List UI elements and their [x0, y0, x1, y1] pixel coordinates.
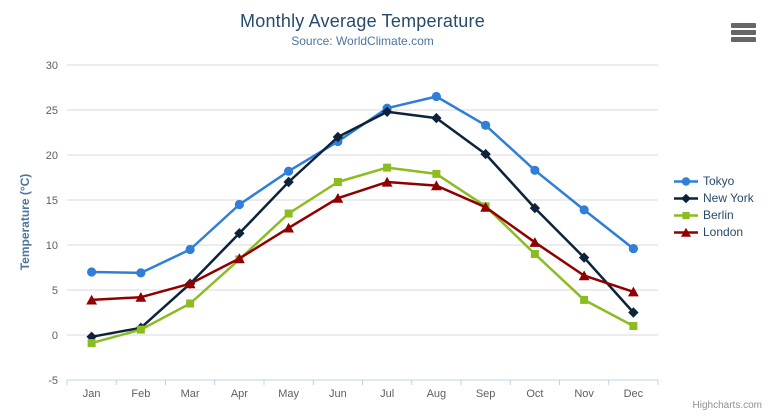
- series-london[interactable]: [86, 176, 639, 305]
- series-new-york[interactable]: [86, 106, 639, 342]
- svg-text:Sep: Sep: [476, 388, 496, 400]
- svg-text:15: 15: [46, 195, 58, 207]
- svg-text:Jun: Jun: [329, 388, 347, 400]
- legend: Tokyo New York Berlin London: [674, 174, 754, 239]
- svg-text:Oct: Oct: [526, 388, 543, 400]
- svg-text:Jan: Jan: [83, 388, 101, 400]
- legend-marker-square-icon: [674, 211, 698, 219]
- svg-text:Nov: Nov: [574, 388, 594, 400]
- svg-text:-5: -5: [48, 375, 58, 387]
- legend-item-berlin[interactable]: Berlin: [674, 208, 754, 222]
- svg-text:Aug: Aug: [427, 388, 447, 400]
- chart-title: Monthly Average Temperature: [240, 11, 485, 31]
- legend-label: Berlin: [703, 208, 734, 222]
- chart-subtitle: Source: WorldClimate.com: [291, 34, 434, 48]
- svg-text:Jul: Jul: [380, 388, 394, 400]
- legend-marker-diamond-icon: [674, 193, 698, 203]
- hamburger-icon: [731, 30, 756, 35]
- legend-label: London: [703, 225, 744, 239]
- svg-text:Apr: Apr: [231, 388, 248, 400]
- y-axis-labels: -5 0 5 10 15 20 25 30: [46, 60, 58, 387]
- svg-text:Dec: Dec: [624, 388, 644, 400]
- legend-marker-circle-icon: [674, 176, 698, 186]
- svg-text:May: May: [278, 388, 299, 400]
- legend-item-london[interactable]: London: [674, 225, 754, 239]
- svg-text:5: 5: [52, 285, 58, 297]
- x-axis-labels: Jan Feb Mar Apr May Jun Jul Aug Sep Oct Nov Dec: [83, 388, 644, 400]
- legend-marker-triangle-icon: [674, 227, 698, 237]
- legend-label: New York: [703, 191, 754, 205]
- legend-item-new-york[interactable]: New York: [674, 191, 754, 205]
- svg-text:Mar: Mar: [181, 388, 200, 400]
- svg-text:25: 25: [46, 105, 58, 117]
- x-axis-ticks: [66, 380, 659, 385]
- hamburger-icon: [731, 37, 756, 42]
- series-tokyo[interactable]: [87, 91, 638, 278]
- svg-text:10: 10: [46, 240, 58, 252]
- svg-text:30: 30: [46, 60, 58, 72]
- export-menu-button[interactable]: [731, 23, 756, 42]
- highcharts-credit-link[interactable]: Highcharts.com: [692, 400, 762, 411]
- svg-text:0: 0: [52, 330, 58, 342]
- svg-text:20: 20: [46, 150, 58, 162]
- legend-item-tokyo[interactable]: Tokyo: [674, 174, 754, 188]
- y-gridlines: [67, 64, 658, 336]
- hamburger-icon: [731, 23, 756, 28]
- svg-text:Feb: Feb: [131, 388, 150, 400]
- y-axis-title: Temperature (°C): [18, 173, 32, 271]
- legend-label: Tokyo: [703, 174, 735, 188]
